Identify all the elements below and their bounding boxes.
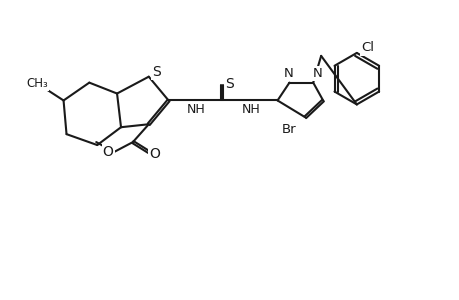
Text: S: S [152, 65, 161, 79]
Text: Br: Br [281, 123, 296, 136]
Text: NH: NH [241, 103, 260, 116]
Text: Cl: Cl [360, 41, 373, 55]
Text: CH₃: CH₃ [26, 77, 48, 90]
Text: S: S [225, 76, 234, 91]
Text: O: O [102, 145, 113, 159]
Text: O: O [149, 147, 160, 161]
Text: NH: NH [186, 103, 205, 116]
Text: N: N [312, 67, 321, 80]
Text: N: N [283, 67, 293, 80]
